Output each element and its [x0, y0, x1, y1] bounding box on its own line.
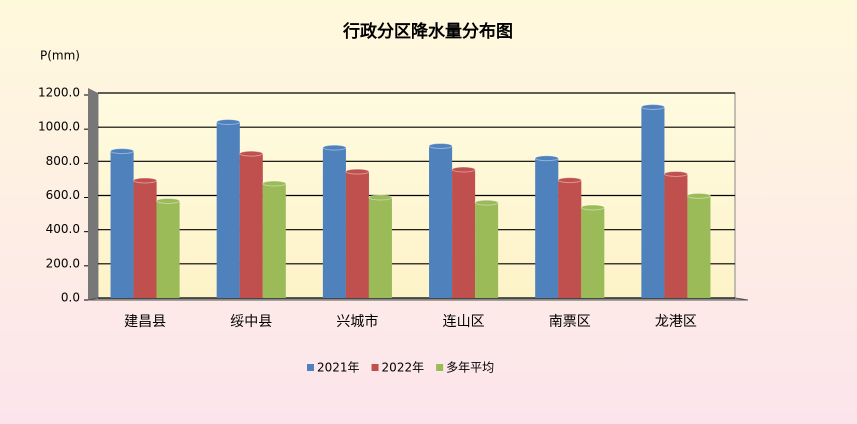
y-tick-label: 0.0 [61, 291, 80, 305]
y-tick-label: 600.0 [46, 188, 80, 202]
bar-top [262, 180, 287, 187]
bar-top [686, 192, 711, 199]
x-tick-label: 建昌县 [124, 314, 166, 330]
bar-shade [664, 173, 688, 298]
bar-top [451, 166, 476, 173]
bar-shade [110, 151, 134, 298]
bar-shade [535, 158, 559, 298]
y-tick-label: 200.0 [46, 256, 80, 270]
legend-swatch [307, 364, 314, 371]
bar-shade [156, 200, 180, 298]
y-tick-label: 400.0 [46, 222, 80, 236]
bar-top [474, 199, 499, 206]
bar-shade [368, 197, 392, 298]
bar-shade [687, 195, 711, 298]
x-tick-label: 兴城市 [336, 313, 378, 330]
bar-shade [452, 169, 476, 298]
x-tick-label: 南票区 [549, 314, 591, 330]
bar-shade [641, 107, 665, 298]
y-axis-label: P(mm) [40, 49, 80, 63]
bar-shade [322, 147, 346, 298]
bar-top [345, 168, 370, 175]
bar-top [580, 204, 605, 211]
bar-top [640, 104, 665, 111]
bar-shade [581, 207, 605, 298]
bar-top [216, 119, 241, 126]
bar-shade [262, 183, 286, 298]
legend-label: 2021年 [317, 361, 360, 375]
bar-shade [475, 202, 499, 298]
bar-top [239, 150, 264, 157]
bar-top [110, 148, 135, 155]
bar-top [322, 144, 347, 151]
legend-label: 多年平均 [446, 361, 494, 375]
bar-top [156, 197, 181, 204]
bar-shade [345, 171, 369, 298]
bar-shade [216, 122, 240, 299]
bar-top [663, 170, 688, 177]
x-tick-label: 龙港区 [655, 314, 697, 330]
legend-label: 2022年 [382, 361, 425, 375]
chart-title: 行政分区降水量分布图 [342, 21, 513, 42]
x-tick-label: 连山区 [443, 314, 485, 330]
bar-top [428, 142, 453, 149]
y-tick-label: 1000.0 [38, 120, 80, 134]
bar-shade [558, 180, 582, 298]
bar-top [368, 194, 393, 201]
y-tick-label: 1200.0 [38, 86, 80, 100]
bar-shade [429, 145, 453, 298]
bar-shade [133, 180, 157, 298]
bar-top [534, 155, 559, 162]
legend-swatch [436, 364, 444, 371]
bar-top [133, 177, 158, 184]
bar-top [557, 177, 582, 184]
x-tick-label: 绥中县 [230, 314, 272, 330]
y-tick-label: 800.0 [46, 154, 80, 168]
bar-shade [239, 153, 263, 298]
side-wall [88, 88, 98, 300]
legend-swatch [371, 364, 379, 371]
